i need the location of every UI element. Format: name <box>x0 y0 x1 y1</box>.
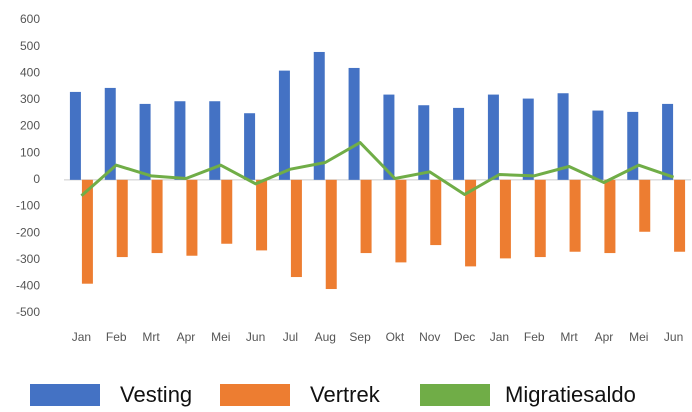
bar <box>313 51 325 180</box>
bar <box>383 94 395 180</box>
bar <box>151 179 163 254</box>
y-tick-label: 500 <box>20 39 40 53</box>
bar <box>639 179 651 232</box>
y-tick-label: 400 <box>20 65 40 79</box>
bar <box>244 113 256 180</box>
bar <box>592 110 604 180</box>
y-tick-label: 200 <box>20 119 40 133</box>
x-tick-label: Mrt <box>142 330 160 344</box>
y-tick-label: 600 <box>20 12 40 26</box>
bar <box>627 111 639 180</box>
x-tick-label: Okt <box>386 330 405 344</box>
x-tick-label: Jun <box>664 330 683 344</box>
bar <box>69 91 81 180</box>
bar <box>430 179 442 246</box>
bar <box>360 179 372 254</box>
bar <box>465 179 477 267</box>
y-tick-label: -400 <box>16 279 40 293</box>
x-tick-label: Jan <box>490 330 509 344</box>
bar <box>487 94 499 180</box>
bar <box>278 70 290 180</box>
x-tick-label: Apr <box>177 330 196 344</box>
x-tick-label: Jan <box>72 330 91 344</box>
x-tick-label: Jul <box>283 330 298 344</box>
bar <box>139 103 151 180</box>
bar <box>604 179 616 254</box>
bar <box>662 103 674 180</box>
bar <box>348 67 360 180</box>
bar <box>522 98 534 180</box>
bar <box>256 179 268 251</box>
bar <box>395 179 407 263</box>
y-tick-label: 300 <box>20 92 40 106</box>
legend-swatch <box>420 384 490 406</box>
y-tick-label: -500 <box>16 305 40 319</box>
x-tick-label: Aug <box>315 330 336 344</box>
y-tick-label: -300 <box>16 252 40 266</box>
bar <box>209 101 221 180</box>
bar <box>418 105 430 180</box>
x-tick-label: Mrt <box>560 330 578 344</box>
legend-label: Vertrek <box>310 382 381 407</box>
x-tick-label: Nov <box>419 330 440 344</box>
bar <box>186 179 198 256</box>
bar <box>174 101 186 180</box>
legend-label: Vesting <box>120 382 192 407</box>
x-tick-label: Sep <box>349 330 371 344</box>
x-tick-label: Apr <box>595 330 614 344</box>
x-tick-label: Dec <box>454 330 475 344</box>
x-tick-label: Mei <box>211 330 230 344</box>
bar <box>499 179 511 259</box>
bar <box>534 179 546 258</box>
bar <box>290 179 302 278</box>
bar <box>569 179 581 252</box>
bar <box>325 179 337 290</box>
bar <box>674 179 686 252</box>
x-tick-label: Jun <box>246 330 265 344</box>
bar <box>81 179 93 284</box>
bar <box>221 179 233 244</box>
y-tick-label: 0 <box>33 172 40 186</box>
y-tick-label: -200 <box>16 225 40 239</box>
legend-label: Migratiesaldo <box>505 382 636 407</box>
y-tick-label: 100 <box>20 145 40 159</box>
x-tick-label: Feb <box>106 330 127 344</box>
y-tick-label: -100 <box>16 199 40 213</box>
legend-swatch <box>30 384 100 406</box>
bar <box>453 107 465 180</box>
bar <box>104 87 116 180</box>
legend-swatch <box>220 384 290 406</box>
bar <box>557 93 569 180</box>
x-tick-label: Mei <box>629 330 648 344</box>
x-tick-label: Feb <box>524 330 545 344</box>
bar <box>116 179 128 258</box>
line <box>80 141 675 197</box>
